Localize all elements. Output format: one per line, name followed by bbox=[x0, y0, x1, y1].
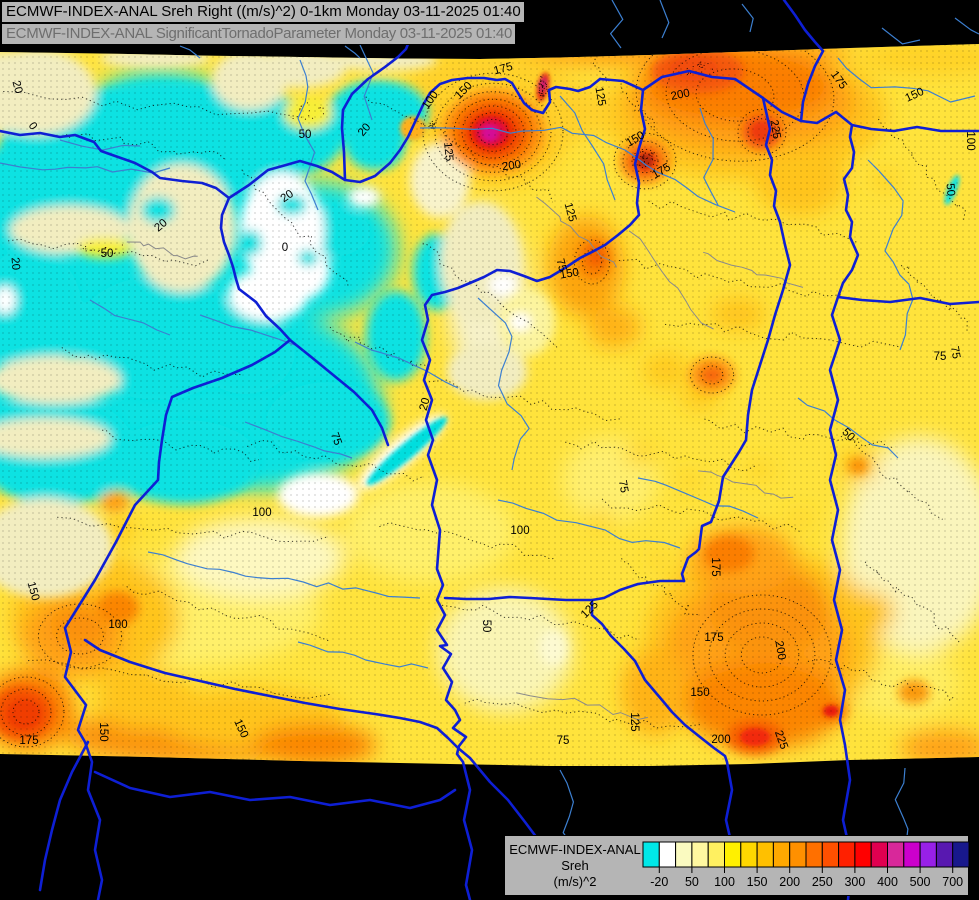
svg-text:150: 150 bbox=[25, 580, 42, 602]
svg-text:75: 75 bbox=[934, 351, 947, 363]
svg-text:200: 200 bbox=[670, 87, 691, 103]
svg-text:200: 200 bbox=[711, 734, 730, 746]
svg-text:700: 700 bbox=[942, 875, 963, 889]
svg-text:200: 200 bbox=[779, 875, 800, 889]
svg-text:150: 150 bbox=[559, 266, 580, 281]
svg-text:50: 50 bbox=[943, 183, 956, 197]
svg-text:0: 0 bbox=[282, 242, 288, 254]
svg-text:75: 75 bbox=[557, 735, 570, 747]
svg-text:175: 175 bbox=[709, 557, 721, 576]
svg-text:300: 300 bbox=[844, 875, 865, 889]
svg-text:200: 200 bbox=[772, 640, 787, 661]
svg-text:20: 20 bbox=[418, 396, 433, 411]
svg-text:500: 500 bbox=[910, 875, 931, 889]
svg-text:100: 100 bbox=[964, 131, 976, 150]
svg-text:-20: -20 bbox=[650, 875, 668, 889]
svg-text:400: 400 bbox=[877, 875, 898, 889]
svg-text:100: 100 bbox=[108, 619, 127, 631]
svg-text:20: 20 bbox=[9, 79, 24, 94]
svg-text:125: 125 bbox=[562, 201, 579, 223]
svg-text:250: 250 bbox=[812, 875, 833, 889]
svg-text:75: 75 bbox=[328, 431, 344, 447]
svg-text:150: 150 bbox=[690, 687, 709, 699]
svg-text:125: 125 bbox=[441, 142, 455, 162]
svg-text:75: 75 bbox=[573, 39, 591, 57]
svg-text:125: 125 bbox=[628, 712, 640, 731]
svg-text:75: 75 bbox=[948, 345, 962, 360]
svg-text:150: 150 bbox=[97, 722, 109, 741]
svg-text:125: 125 bbox=[592, 86, 607, 107]
svg-text:50: 50 bbox=[101, 248, 114, 260]
svg-text:175: 175 bbox=[492, 61, 514, 78]
svg-text:200: 200 bbox=[501, 159, 522, 174]
svg-text:50: 50 bbox=[480, 620, 492, 633]
svg-text:100: 100 bbox=[252, 507, 271, 519]
svg-text:100: 100 bbox=[714, 875, 735, 889]
svg-text:150: 150 bbox=[747, 875, 768, 889]
svg-text:50: 50 bbox=[299, 129, 312, 141]
svg-text:225: 225 bbox=[767, 119, 782, 140]
svg-text:100: 100 bbox=[510, 525, 529, 537]
svg-text:20: 20 bbox=[8, 257, 21, 271]
svg-text:175: 175 bbox=[704, 632, 723, 644]
svg-text:75: 75 bbox=[616, 479, 630, 494]
svg-text:75: 75 bbox=[553, 257, 568, 272]
svg-text:175: 175 bbox=[19, 735, 38, 747]
svg-text:50: 50 bbox=[685, 875, 699, 889]
